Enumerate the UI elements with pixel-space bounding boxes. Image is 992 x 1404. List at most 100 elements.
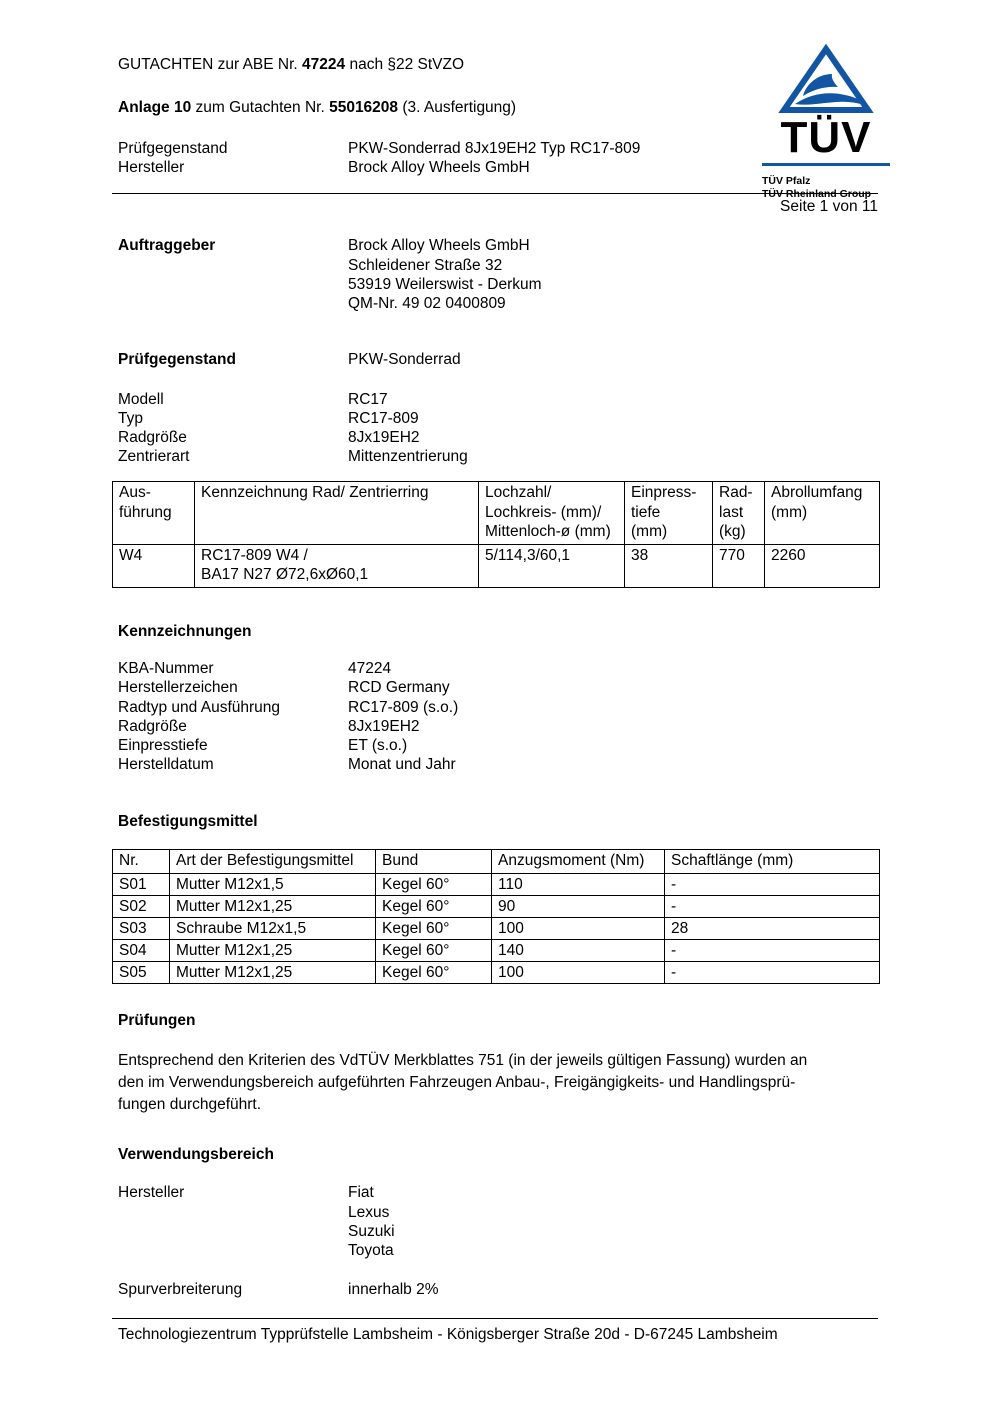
header-label-hersteller: Hersteller — [118, 159, 185, 176]
tuv-triangle-wave-icon — [778, 44, 874, 113]
header-value-hersteller: Brock Alloy Wheels GmbH — [348, 159, 530, 176]
kennzeichnungen-value-einpresstiefe: ET (s.o.) — [348, 737, 408, 754]
anlage-line: Anlage 10 zum Gutachten Nr. 55016208 (3.… — [118, 98, 516, 117]
cell-nr: S03 — [112, 916, 170, 940]
kennzeichnungen-value-radtyp: RC17-809 (s.o.) — [348, 699, 459, 716]
kennzeichnungen-label-herstelldatum: Herstelldatum — [118, 756, 214, 773]
cell-nr: S02 — [112, 894, 170, 918]
verwendungsbereich-label-hersteller: Hersteller — [118, 1184, 185, 1201]
pruefgegenstand-label-typ: Typ — [118, 410, 143, 427]
cell-anzugsmoment: 140 — [491, 938, 665, 962]
cell-anzugsmoment: 110 — [491, 872, 665, 896]
pruefgegenstand-label-modell: Modell — [118, 391, 164, 408]
cell-art: Mutter M12x1,25 — [169, 960, 376, 984]
verwendungsbereich-hersteller-3: Suzuki — [348, 1223, 395, 1240]
footer-divider — [112, 1318, 878, 1319]
kennzeichnungen-label-radtyp: Radtyp und Ausführung — [118, 699, 281, 716]
header-divider — [112, 193, 878, 194]
kennzeichnungen-label-herstellerzeichen: Herstellerzeichen — [118, 679, 238, 696]
pruefgegenstand-value-radgroesse: 8Jx19EH2 — [348, 429, 420, 446]
th-radlast: Rad- last (kg) — [712, 481, 765, 545]
gutachten-title-prefix: GUTACHTEN zur ABE Nr. — [118, 56, 303, 73]
cell-schaftlaenge: - — [664, 872, 880, 896]
table-row: S03 Schraube M12x1,5 Kegel 60° 100 28 — [112, 916, 880, 940]
section-heading-pruefungen: Prüfungen — [118, 1012, 196, 1029]
verwendungsbereich-hersteller-2: Lexus — [348, 1204, 390, 1221]
gutachten-abe-number: 47224 — [302, 56, 346, 73]
header-value-pruefgegenstand: PKW-Sonderrad 8Jx19EH2 Typ RC17-809 — [348, 140, 641, 157]
table-row: W4 RC17-809 W4 / BA17 N27 Ø72,6xØ60,1 5/… — [112, 543, 880, 588]
verwendungsbereich-value-spurverbreiterung: innerhalb 2% — [348, 1281, 439, 1298]
cell-art: Mutter M12x1,5 — [169, 872, 376, 896]
tuv-subtitle: TÜV Pfalz TÜV Rheinland Group — [762, 175, 872, 200]
section-heading-verwendungsbereich: Verwendungsbereich — [118, 1146, 274, 1163]
th-schaftlaenge: Schaftlänge (mm) — [664, 849, 880, 874]
cell-ausfuehrung: W4 — [112, 543, 195, 588]
cell-bund: Kegel 60° — [375, 916, 492, 940]
pruefgegenstand-label-radgroesse: Radgröße — [118, 429, 187, 446]
section-heading-kennzeichnungen: Kennzeichnungen — [118, 623, 252, 640]
table-ausfuehrung: Aus- führung Kennzeichnung Rad/ Zentrier… — [112, 481, 880, 588]
cell-schaftlaenge: - — [664, 894, 880, 918]
table-row: S05 Mutter M12x1,25 Kegel 60° 100 - — [112, 960, 880, 984]
th-lochzahl: Lochzahl/ Lochkreis- (mm)/ Mittenloch-ø … — [478, 481, 625, 545]
pruefgegenstand-label-zentrierart: Zentrierart — [118, 448, 190, 465]
verwendungsbereich-hersteller-4: Toyota — [348, 1242, 394, 1259]
gutachten-title: GUTACHTEN zur ABE Nr. 47224 nach §22 StV… — [118, 55, 464, 74]
kennzeichnungen-label-einpresstiefe: Einpresstiefe — [118, 737, 208, 754]
auftraggeber-line-1: Brock Alloy Wheels GmbH — [348, 237, 530, 254]
kennzeichnungen-value-herstellerzeichen: RCD Germany — [348, 679, 450, 696]
pruefgegenstand-value-zentrierart: Mittenzentrierung — [348, 448, 468, 465]
th-kennzeichnung: Kennzeichnung Rad/ Zentrierring — [194, 481, 479, 545]
cell-abrollumfang: 2260 — [764, 543, 880, 588]
th-art: Art der Befestigungsmittel — [169, 849, 376, 874]
cell-art: Mutter M12x1,25 — [169, 894, 376, 918]
cell-nr: S05 — [112, 960, 170, 984]
kennzeichnungen-label-kba: KBA-Nummer — [118, 660, 214, 677]
cell-einpresstiefe: 38 — [624, 543, 713, 588]
auftraggeber-line-3: 53919 Weilerswist - Derkum — [348, 276, 542, 293]
cell-bund: Kegel 60° — [375, 960, 492, 984]
cell-art: Mutter M12x1,25 — [169, 938, 376, 962]
cell-nr: S01 — [112, 872, 170, 896]
cell-bund: Kegel 60° — [375, 872, 492, 896]
cell-kennzeichnung: RC17-809 W4 / BA17 N27 Ø72,6xØ60,1 — [194, 543, 479, 588]
table-header-row: Aus- führung Kennzeichnung Rad/ Zentrier… — [112, 481, 880, 545]
cell-bund: Kegel 60° — [375, 938, 492, 962]
section-heading-auftraggeber: Auftraggeber — [118, 237, 216, 254]
auftraggeber-line-4: QM-Nr. 49 02 0400809 — [348, 295, 506, 312]
cell-schaftlaenge: 28 — [664, 916, 880, 940]
kennzeichnungen-label-radgroesse: Radgröße — [118, 718, 187, 735]
tuv-logo: TÜV TÜV Pfalz TÜV Rheinland Group — [746, 44, 906, 200]
gutachten-number: 55016208 — [329, 99, 399, 116]
cell-anzugsmoment: 100 — [491, 960, 665, 984]
th-nr: Nr. — [112, 849, 170, 874]
page-indicator: Seite 1 von 11 — [780, 198, 878, 215]
table-row: S04 Mutter M12x1,25 Kegel 60° 140 - — [112, 938, 880, 962]
cell-art: Schraube M12x1,5 — [169, 916, 376, 940]
verwendungsbereich-hersteller-1: Fiat — [348, 1184, 374, 1201]
th-abrollumfang: Abrollumfang (mm) — [764, 481, 880, 545]
anlage-mid: zum Gutachten Nr. — [191, 99, 330, 116]
th-ausfuehrung: Aus- führung — [112, 481, 195, 545]
cell-schaftlaenge: - — [664, 960, 880, 984]
cell-anzugsmoment: 90 — [491, 894, 665, 918]
table-row: S02 Mutter M12x1,25 Kegel 60° 90 - — [112, 894, 880, 918]
cell-radlast: 770 — [712, 543, 765, 588]
section-heading-befestigungsmittel: Befestigungsmittel — [118, 813, 258, 830]
cell-nr: S04 — [112, 938, 170, 962]
anlage-suffix: (3. Ausfertigung) — [398, 99, 517, 116]
th-einpresstiefe: Einpress- tiefe (mm) — [624, 481, 713, 545]
table-row: S01 Mutter M12x1,5 Kegel 60° 110 - — [112, 872, 880, 896]
cell-schaftlaenge: - — [664, 938, 880, 962]
kennzeichnungen-value-herstelldatum: Monat und Jahr — [348, 756, 456, 773]
auftraggeber-line-2: Schleidener Straße 32 — [348, 257, 503, 274]
footer-text: Technologiezentrum Typprüfstelle Lambshe… — [118, 1326, 778, 1343]
pruefgegenstand-value: PKW-Sonderrad — [348, 351, 461, 368]
section-heading-pruefgegenstand: Prüfgegenstand — [118, 351, 236, 368]
cell-anzugsmoment: 100 — [491, 916, 665, 940]
header-label-pruefgegenstand: Prüfgegenstand — [118, 140, 228, 157]
pruefungen-body: Entsprechend den Kriterien des VdTÜV Mer… — [118, 1052, 808, 1113]
pruefgegenstand-value-modell: RC17 — [348, 391, 388, 408]
